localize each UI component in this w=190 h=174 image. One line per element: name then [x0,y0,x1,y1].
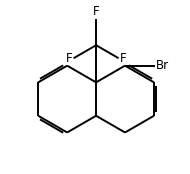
Text: Br: Br [156,59,169,72]
Text: F: F [120,52,127,65]
Text: F: F [93,5,99,18]
Text: F: F [66,52,72,65]
